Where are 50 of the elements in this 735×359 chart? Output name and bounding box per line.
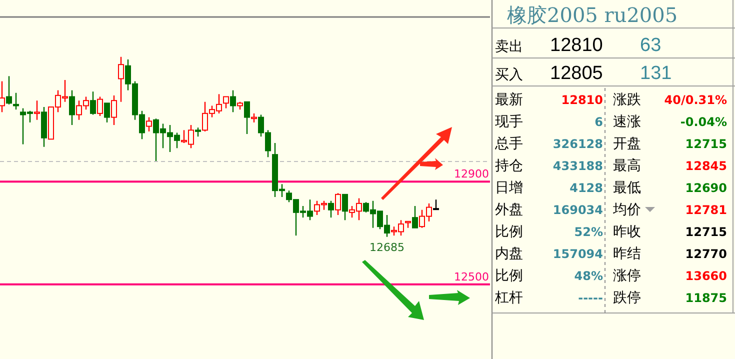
text: 4128 [570, 181, 603, 195]
text: 买入 [495, 67, 523, 83]
text: 11875 [685, 291, 727, 305]
text: 12810 [550, 35, 603, 56]
text: 52% [574, 225, 603, 239]
text: 比例 [495, 268, 523, 284]
text: 杠杆 [494, 290, 523, 306]
text: 最低 [613, 180, 641, 196]
text: 48% [574, 269, 603, 283]
text: 日增 [495, 180, 523, 196]
annotation: 12685 [370, 240, 404, 254]
text: -0.04% [680, 115, 727, 129]
ref-line-label: 12900 [454, 168, 489, 181]
text: 131 [640, 63, 672, 84]
text: 跌停 [613, 290, 641, 306]
text: 外盘 [495, 202, 523, 218]
text: 13660 [685, 269, 727, 283]
text: 均价 [612, 202, 641, 218]
text: 涨跌 [613, 92, 641, 108]
text: 昨收 [613, 224, 641, 240]
text: 157094 [552, 247, 603, 261]
text: 326128 [552, 137, 603, 151]
text: 12770 [685, 247, 727, 261]
ref-line-label: 12500 [454, 270, 489, 284]
text: ----- [578, 291, 604, 305]
text: 12690 [685, 181, 727, 195]
text: 433188 [552, 159, 603, 173]
text: 卖出 [495, 39, 523, 55]
text: 12715 [685, 137, 727, 151]
text: 12810 [561, 93, 603, 107]
text: 6 [594, 115, 603, 129]
text: 169034 [552, 203, 603, 217]
text: 现手 [495, 114, 523, 130]
text: 12715 [685, 225, 727, 239]
text: 内盘 [495, 246, 523, 262]
text: 40/0.31% [664, 93, 727, 107]
text: 开盘 [613, 136, 641, 152]
text: 最新 [495, 92, 523, 108]
text: 速涨 [613, 114, 641, 130]
text: 持仓 [495, 158, 523, 174]
text: 昨结 [613, 246, 641, 262]
text: 12781 [685, 203, 727, 217]
text: 12845 [685, 159, 727, 173]
text: 比例 [495, 224, 523, 240]
text: 63 [640, 35, 662, 56]
text: 橡胶2005 ru2005 [507, 3, 678, 27]
text: 12805 [550, 63, 603, 84]
text: 涨停 [613, 268, 641, 284]
text: 最高 [613, 158, 641, 174]
text: 总手 [494, 136, 523, 152]
